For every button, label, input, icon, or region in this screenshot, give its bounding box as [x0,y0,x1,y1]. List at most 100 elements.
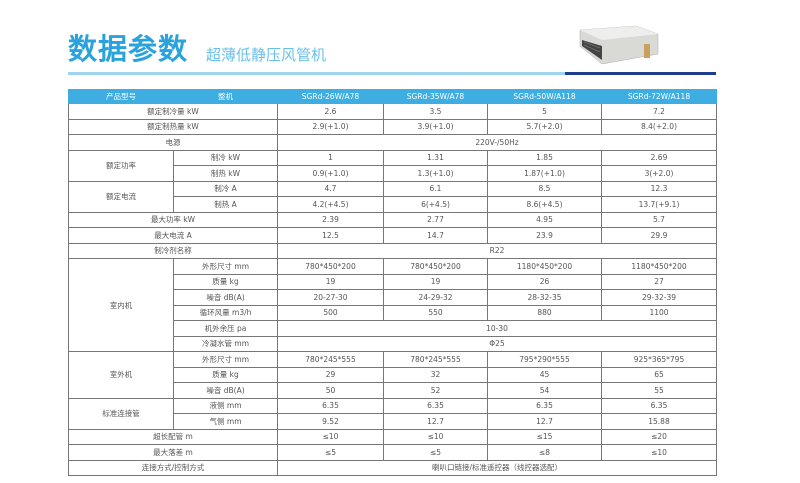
table-cell: 50 [277,382,384,399]
table-cell: 13.7(+9.1) [601,196,717,213]
table-cell: 8.5 [487,180,602,197]
row-label-cell: 质量 kg [173,273,278,290]
table-row: 质量 kg 29 32 45 65 [69,366,717,383]
table-cell: 54 [487,382,602,399]
column-header: SGRd-50W/A118 [487,89,602,104]
table-cell: 23.9 [487,227,602,244]
table-row: 室内机 外形尺寸 mm 780*450*200 780*450*200 1180*450… [68,258,717,352]
merged-value-cell: Φ25 [277,335,717,352]
table-row: 最大功率 kW 2.39 2.77 4.95 5.7 [68,211,717,228]
table-row: 制冷剂名称 R22 [68,242,717,259]
table-row: 气侧 mm 9.52 12.7 12.7 15.88 [69,413,717,430]
row-label-cell: 超长配管 m [68,428,278,445]
table-cell: 27 [601,273,717,290]
row-label-cell: 外形尺寸 mm [173,351,278,368]
table-cell: ≤10 [383,428,488,445]
table-cell: 880 [487,304,602,321]
table-header-row: 产品型号 整机 SGRd-26W/A78 SGRd-35W/A78 SGRd-50W/A… [68,89,717,104]
column-header: 整机 [173,89,278,104]
row-label-cell: 噪音 dB(A) [173,289,278,306]
page-title: 数据参数 [68,32,189,66]
divider-dark [565,72,716,75]
table-cell: 2.6 [277,103,384,120]
table-cell: 32 [383,366,488,383]
merged-value-cell: R22 [277,242,717,259]
row-label-cell: 液侧 mm [173,397,278,414]
table-cell: 5.7 [601,211,717,228]
table-cell: 780*450*200 [383,258,488,275]
table-row: 制热 kW 0.9(+1.0) 1.3(+1.0) 1.87(+1.0) 3(+2.0) [69,165,717,182]
table-row: 最大电流 A 12.5 14.7 23.9 29.9 [68,227,717,244]
table-cell: 1 [277,149,384,166]
table-cell: ≤15 [487,428,602,445]
table-cell: 28-32-35 [487,289,602,306]
table-cell: 3.5 [383,103,488,120]
table-cell: 6.35 [487,397,602,414]
merged-value-cell: 220V-/50Hz [277,134,717,151]
table-cell: 6(+4.5) [383,196,488,213]
column-header: SGRd-35W/A78 [383,89,488,104]
row-label-cell: 噪音 dB(A) [173,382,278,399]
table-cell: 4.7 [277,180,384,197]
row-label-cell: 机外余压 pa [173,320,278,337]
table-row: 额定电流 制冷 A 4.7 6.1 8.5 12.3 [68,180,717,213]
table-cell: 780*450*200 [277,258,384,275]
table-cell: 52 [383,382,488,399]
table-cell: 2.9(+1.0) [277,118,384,135]
row-label-cell: 制冷 kW [173,149,278,166]
table-cell: 6.1 [383,180,488,197]
table-cell: 7.2 [601,103,717,120]
table-cell: 29 [277,366,384,383]
table-cell: 9.52 [277,413,384,430]
duct-unit-image [579,25,659,65]
table-cell: 8.6(+4.5) [487,196,602,213]
row-label-cell: 电源 [68,134,278,151]
row-label-cell: 最大功率 kW [68,211,278,228]
table-cell: 3(+2.0) [601,165,717,182]
table-cell: 4.95 [487,211,602,228]
table-cell: 1.85 [487,149,602,166]
table-cell: ≤8 [487,444,602,461]
table-row: 连接方式/控制方式 喇叭口链接/标准遥控器（线控器选配） [68,459,717,476]
table-cell: 45 [487,366,602,383]
table-cell: ≤5 [277,444,384,461]
row-label-cell: 最大电流 A [68,227,278,244]
row-label-cell: 气侧 mm [173,413,278,430]
table-cell: 6.35 [601,397,717,414]
table-row: 循环风量 m3/h 500 550 880 1100 [69,304,717,321]
row-label-cell: 额定制冷量 kW [68,103,278,120]
divider-light [68,72,565,75]
row-label-cell: 制热 kW [173,165,278,182]
table-cell: 1.3(+1.0) [383,165,488,182]
table-cell: 795*290*555 [487,351,602,368]
table-cell: 65 [601,366,717,383]
table-cell: 1.31 [383,149,488,166]
table-cell: 14.7 [383,227,488,244]
table-cell: 780*245*555 [383,351,488,368]
row-label-cell: 制热 A [173,196,278,213]
table-cell: 500 [277,304,384,321]
table-cell: ≤5 [383,444,488,461]
table-row: 最大落差 m ≤5 ≤5 ≤8 ≤10 [68,444,717,461]
table-cell: 2.39 [277,211,384,228]
table-cell: 4.2(+4.5) [277,196,384,213]
table-cell: 29-32-39 [601,289,717,306]
row-label-cell: 最大落差 m [68,444,278,461]
table-cell: 2.77 [383,211,488,228]
table-cell: 6.35 [383,397,488,414]
group-label-cell: 室外机 [68,351,174,399]
table-row: 额定制热量 kW 2.9(+1.0) 3.9(+1.0) 5.7(+2.0) 8.4(+… [68,118,717,135]
row-label-cell: 质量 kg [173,366,278,383]
table-row: 电源 220V-/50Hz [68,134,717,151]
table-cell: 15.88 [601,413,717,430]
table-row: 标准连接管 液侧 mm 6.35 6.35 6.35 6.35 [68,397,717,430]
table-cell: 3.9(+1.0) [383,118,488,135]
table-cell: 1.87(+1.0) [487,165,602,182]
table-cell: ≤10 [277,428,384,445]
table-row: 额定制冷量 kW 2.6 3.5 5 7.2 [68,103,717,120]
group-label-cell: 室内机 [68,258,174,352]
spec-table: 产品型号 整机 SGRd-26W/A78 SGRd-35W/A78 SGRd-50W/A… [68,89,717,476]
table-cell: 12.5 [277,227,384,244]
table-cell: 1180*450*200 [487,258,602,275]
table-cell: 8.4(+2.0) [601,118,717,135]
